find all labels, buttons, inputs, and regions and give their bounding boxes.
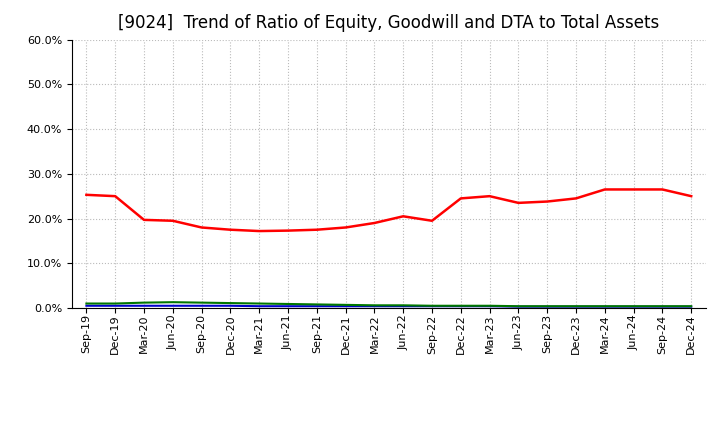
Deferred Tax Assets [629, 304, 638, 309]
Equity [572, 196, 580, 201]
Goodwill [629, 304, 638, 309]
Equity [255, 228, 264, 234]
Deferred Tax Assets [312, 302, 321, 307]
Deferred Tax Assets [572, 304, 580, 309]
Deferred Tax Assets [168, 300, 177, 305]
Goodwill [341, 304, 350, 309]
Equity [514, 200, 523, 205]
Line: Equity: Equity [86, 190, 691, 231]
Deferred Tax Assets [658, 304, 667, 309]
Deferred Tax Assets [687, 304, 696, 309]
Equity [658, 187, 667, 192]
Equity [600, 187, 609, 192]
Equity [370, 220, 379, 226]
Equity [111, 194, 120, 199]
Equity [312, 227, 321, 232]
Goodwill [485, 304, 494, 309]
Deferred Tax Assets [456, 303, 465, 308]
Equity [197, 225, 206, 230]
Goodwill [572, 304, 580, 309]
Goodwill [255, 304, 264, 309]
Goodwill [514, 304, 523, 309]
Deferred Tax Assets [197, 300, 206, 305]
Equity [543, 199, 552, 204]
Equity [456, 196, 465, 201]
Equity [226, 227, 235, 232]
Goodwill [140, 303, 148, 308]
Deferred Tax Assets [111, 301, 120, 306]
Goodwill [284, 304, 292, 309]
Equity [82, 192, 91, 198]
Equity [399, 214, 408, 219]
Equity [140, 217, 148, 223]
Deferred Tax Assets [428, 303, 436, 308]
Equity [485, 194, 494, 199]
Goodwill [658, 304, 667, 309]
Equity [341, 225, 350, 230]
Goodwill [370, 304, 379, 309]
Goodwill [111, 303, 120, 308]
Deferred Tax Assets [226, 301, 235, 306]
Goodwill [82, 303, 91, 308]
Deferred Tax Assets [341, 302, 350, 308]
Equity [428, 218, 436, 224]
Deferred Tax Assets [543, 304, 552, 309]
Goodwill [687, 304, 696, 309]
Deferred Tax Assets [82, 301, 91, 306]
Equity [687, 194, 696, 199]
Deferred Tax Assets [284, 301, 292, 307]
Equity [629, 187, 638, 192]
Goodwill [428, 304, 436, 309]
Title: [9024]  Trend of Ratio of Equity, Goodwill and DTA to Total Assets: [9024] Trend of Ratio of Equity, Goodwil… [118, 15, 660, 33]
Line: Deferred Tax Assets: Deferred Tax Assets [86, 302, 691, 306]
Equity [284, 228, 292, 233]
Deferred Tax Assets [399, 303, 408, 308]
Deferred Tax Assets [485, 303, 494, 308]
Goodwill [197, 303, 206, 308]
Deferred Tax Assets [514, 304, 523, 309]
Goodwill [399, 304, 408, 309]
Line: Goodwill: Goodwill [86, 306, 691, 307]
Goodwill [168, 303, 177, 308]
Deferred Tax Assets [140, 300, 148, 305]
Goodwill [543, 304, 552, 309]
Goodwill [226, 303, 235, 308]
Deferred Tax Assets [600, 304, 609, 309]
Equity [168, 218, 177, 224]
Goodwill [456, 304, 465, 309]
Deferred Tax Assets [370, 303, 379, 308]
Deferred Tax Assets [255, 301, 264, 306]
Goodwill [600, 304, 609, 309]
Goodwill [312, 304, 321, 309]
